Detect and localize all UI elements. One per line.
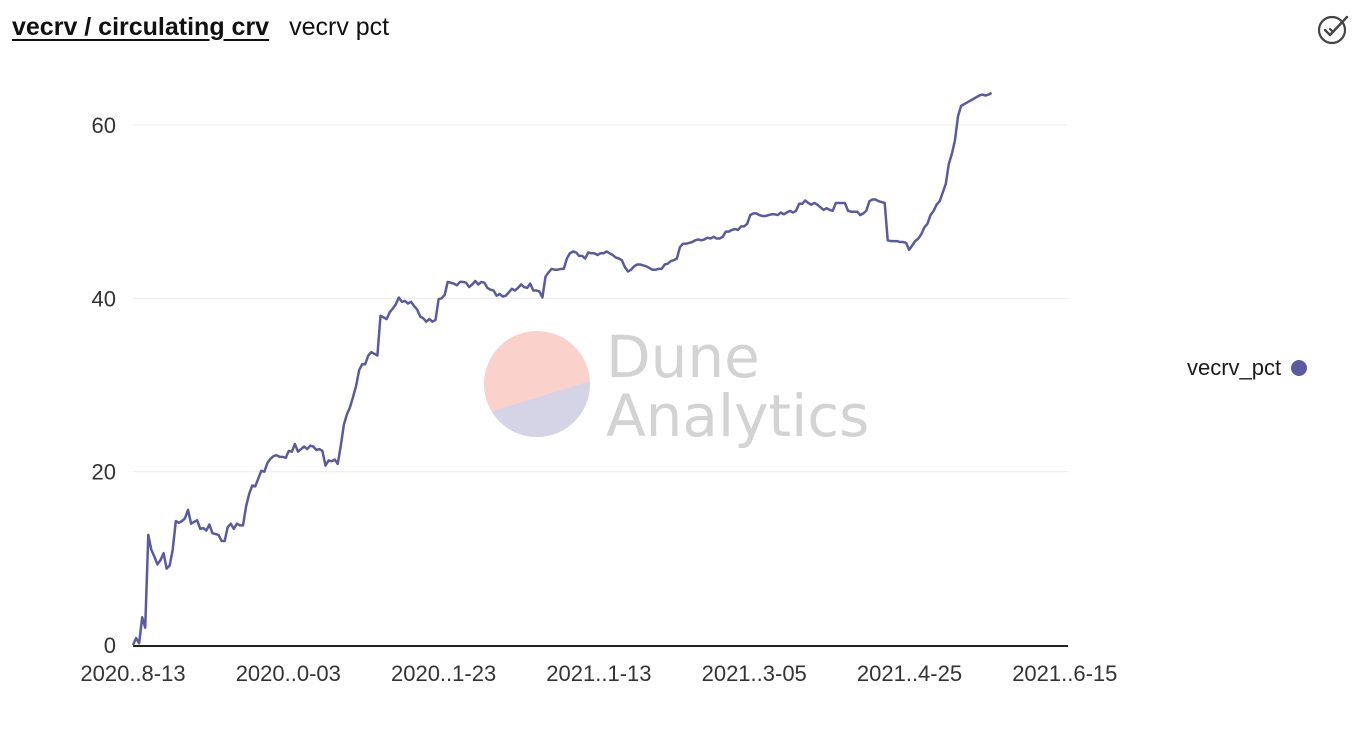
x-tick-label: 2020..1-23 [391,661,496,686]
check-circle-icon[interactable] [1316,12,1350,46]
query-title-link[interactable]: vecrv / circulating crv [12,12,270,41]
watermark-line1: Dune [606,323,760,391]
visualization-name: vecrv pct [289,12,390,41]
x-tick-label: 2021..6-15 [1012,661,1117,686]
watermark-line2: Analytics [606,382,869,450]
x-tick-label: 2021..1-13 [546,661,651,686]
y-tick-label: 20 [92,460,116,485]
x-tick-label: 2020..8-13 [80,661,185,686]
y-tick-label: 60 [92,113,116,138]
dune-analytics-watermark: Dune Analytics [484,323,869,450]
x-tick-label: 2020..0-03 [236,661,341,686]
y-tick-label: 0 [104,633,116,658]
x-axis-ticks: 2020..8-13 2020..0-03 2020..1-23 2021..1-13… [80,661,1117,686]
legend-marker [1291,360,1308,376]
series-line-vecrv-pct[interactable] [131,91,993,646]
y-axis-ticks: 0 20 40 60 [92,113,116,658]
legend[interactable]: vecrv_pct [1187,355,1308,381]
legend-label: vecrv_pct [1187,355,1282,380]
gridlines [133,124,1068,473]
x-tick-label: 2021..4-25 [857,661,962,686]
x-tick-label: 2021..3-05 [702,661,807,686]
chart-header: vecrv / circulating crv vecrv pct [12,10,389,44]
y-tick-label: 40 [92,286,116,311]
